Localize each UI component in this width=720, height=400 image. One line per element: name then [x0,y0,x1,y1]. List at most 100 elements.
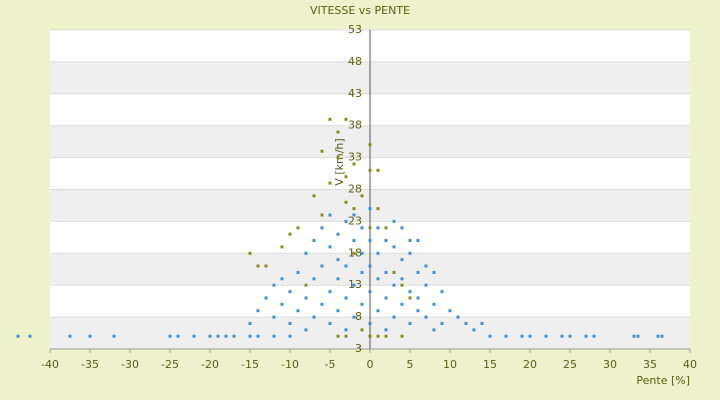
point [264,296,268,300]
point [376,251,380,255]
point [304,296,308,300]
point [312,239,316,243]
point [416,239,420,243]
point [344,296,348,300]
point [384,226,388,230]
point [592,334,596,338]
point [232,334,236,338]
point [432,302,436,306]
point [400,226,404,230]
point [376,309,380,313]
point [248,321,252,325]
point [520,334,524,338]
series [16,207,664,338]
point [360,328,364,332]
point [336,156,340,160]
x-tick-label: -20 [201,358,219,371]
point [168,334,172,338]
point [360,302,364,306]
point [312,194,316,198]
point [440,321,444,325]
point [480,321,484,325]
y-tick-label: 28 [348,183,362,196]
point [16,334,20,338]
point [376,277,380,281]
point [352,251,356,255]
point [376,334,380,338]
point [416,296,420,300]
point [320,264,324,268]
point [360,270,364,274]
point [400,277,404,281]
chart-title: VITESSE vs PENTE [310,4,410,17]
series [248,117,412,338]
point [176,334,180,338]
point [360,194,364,198]
x-tick-label: 35 [643,358,657,371]
point [328,213,332,217]
point [632,334,636,338]
point [320,213,324,217]
point [248,334,252,338]
point [368,168,372,172]
point [384,270,388,274]
y-tick-label: 48 [348,55,362,68]
point [392,315,396,319]
point [208,334,212,338]
point [544,334,548,338]
point [328,245,332,249]
point [384,328,388,332]
point [88,334,92,338]
point [296,270,300,274]
point [304,283,308,287]
y-tick-label: 8 [355,310,362,323]
point [424,315,428,319]
point [280,277,284,281]
point [424,264,428,268]
point [256,264,260,268]
point [288,321,292,325]
point [392,270,396,274]
point [384,239,388,243]
point [288,232,292,236]
point [336,130,340,134]
x-tick-label: 5 [407,358,414,371]
x-tick-label: -25 [161,358,179,371]
point [448,309,452,313]
point [272,315,276,319]
point [336,277,340,281]
point [216,334,220,338]
point [344,264,348,268]
point [408,321,412,325]
point [384,334,388,338]
point [368,290,372,294]
point [488,334,492,338]
point [192,334,196,338]
point [328,181,332,185]
point [352,213,356,217]
point [360,251,364,255]
point [408,290,412,294]
y-tick-label: 53 [348,23,362,36]
point [660,334,664,338]
point [320,149,324,153]
y-tick-label: 3 [355,342,362,355]
y-tick-label: 43 [348,87,362,100]
x-tick-label: -15 [241,358,259,371]
point [416,309,420,313]
y-tick-label: 33 [348,151,362,164]
point [392,219,396,223]
point [408,239,412,243]
point [344,117,348,121]
point [368,334,372,338]
point [368,207,372,211]
point [528,334,532,338]
point [368,264,372,268]
point [344,175,348,179]
point [392,245,396,249]
x-tick-label: -35 [81,358,99,371]
point [424,283,428,287]
point [344,328,348,332]
x-tick-label: 25 [563,358,577,371]
point [296,309,300,313]
